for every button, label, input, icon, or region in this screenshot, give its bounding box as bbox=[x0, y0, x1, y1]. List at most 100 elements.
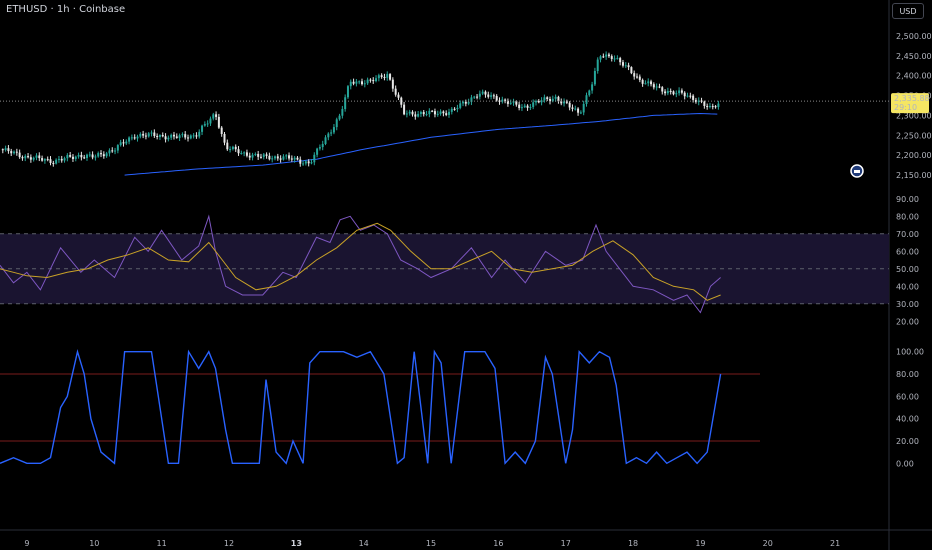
candle-body bbox=[616, 58, 619, 60]
candle-body bbox=[161, 134, 164, 137]
candle-body bbox=[577, 108, 580, 113]
time-axis[interactable]: 9 10 11 12 13 14 15 16 17 18 19 20 21 bbox=[24, 539, 840, 548]
candle-body bbox=[38, 155, 41, 159]
stoch-tick-label: 60.00 bbox=[896, 392, 919, 401]
candle-body bbox=[91, 154, 94, 158]
candle-body bbox=[414, 114, 417, 117]
candle-body bbox=[116, 145, 119, 151]
candle-body bbox=[335, 119, 338, 128]
candle-body bbox=[708, 106, 711, 108]
candle-body bbox=[717, 103, 720, 108]
candle-body bbox=[490, 95, 493, 97]
rsi-ma-line bbox=[0, 222, 721, 301]
candle-body bbox=[380, 75, 383, 77]
candle-body bbox=[344, 97, 347, 110]
candle-body bbox=[627, 65, 630, 68]
candle-body bbox=[147, 133, 150, 137]
candle-body bbox=[621, 62, 624, 66]
candle-body bbox=[181, 134, 184, 136]
candle-body bbox=[711, 106, 714, 108]
candle-body bbox=[419, 112, 422, 114]
candle-body bbox=[158, 134, 161, 137]
candle-body bbox=[554, 96, 557, 99]
candle-body bbox=[100, 153, 103, 155]
candle-body bbox=[697, 100, 700, 103]
candle-body bbox=[478, 93, 481, 97]
stoch-rsi-pane[interactable]: 100.00 80.00 60.00 40.00 20.00 0.00 bbox=[0, 348, 924, 469]
candle-body bbox=[540, 100, 543, 103]
candle-body bbox=[24, 156, 27, 159]
time-tick-label: 18 bbox=[628, 539, 638, 548]
candle-body bbox=[683, 92, 686, 97]
candle-body bbox=[467, 101, 470, 104]
candle-body bbox=[638, 76, 641, 80]
price-tick-label: 2,150.00 bbox=[896, 171, 932, 180]
candle-body bbox=[21, 157, 24, 159]
price-pane[interactable]: 2,500.002,450.002,400.002,350.002,300.00… bbox=[1, 32, 932, 180]
candle-body bbox=[417, 113, 420, 117]
candle-body bbox=[144, 135, 147, 137]
candle-body bbox=[358, 81, 361, 83]
stoch-tick-label: 20.00 bbox=[896, 437, 919, 446]
candle-body bbox=[324, 137, 327, 144]
rsi-tick-label: 90.00 bbox=[896, 195, 919, 204]
candle-body bbox=[403, 104, 406, 115]
candle-body bbox=[46, 159, 49, 161]
time-tick-label: 10 bbox=[89, 539, 99, 548]
candle-body bbox=[585, 95, 588, 104]
price-tick-label: 2,400.00 bbox=[896, 72, 932, 81]
candle-body bbox=[346, 86, 349, 98]
candle-body bbox=[619, 58, 622, 63]
candle-body bbox=[125, 141, 128, 144]
candle-body bbox=[130, 137, 133, 139]
symbol-title[interactable]: ETHUSD · 1h · Coinbase bbox=[6, 4, 126, 15]
candle-body bbox=[666, 90, 669, 94]
candle-body bbox=[35, 155, 38, 158]
candle-body bbox=[498, 100, 501, 102]
rsi-pane[interactable]: 90.00 80.00 70.00 60.00 50.00 40.00 30.00 20.00 bbox=[0, 195, 919, 327]
event-flag-glyph bbox=[854, 170, 860, 173]
candle-body bbox=[349, 81, 352, 87]
candle-body bbox=[557, 96, 560, 102]
candle-body bbox=[447, 111, 450, 115]
candle-body bbox=[7, 148, 10, 152]
countdown-label: 29:10 bbox=[894, 103, 917, 112]
candle-body bbox=[195, 135, 198, 137]
candle-body bbox=[383, 76, 386, 78]
candle-body bbox=[669, 90, 672, 92]
candle-body bbox=[641, 79, 644, 84]
candle-body bbox=[201, 125, 204, 132]
candle-body bbox=[111, 150, 114, 152]
candle-body bbox=[18, 152, 21, 158]
candle-body bbox=[172, 134, 175, 137]
candle-body bbox=[658, 86, 661, 88]
time-tick-label: 19 bbox=[695, 539, 705, 548]
time-tick-label: 17 bbox=[561, 539, 571, 548]
candle-body bbox=[655, 86, 658, 88]
currency-button[interactable]: USD bbox=[892, 3, 924, 19]
candle-body bbox=[139, 133, 142, 137]
candle-body bbox=[43, 159, 46, 161]
candle-body bbox=[220, 127, 223, 134]
candle-body bbox=[425, 114, 428, 116]
rsi-tick-label: 30.00 bbox=[896, 300, 919, 309]
candle-body bbox=[372, 80, 375, 82]
candle-body bbox=[105, 153, 108, 157]
candle-body bbox=[464, 101, 467, 104]
candle-body bbox=[170, 134, 173, 138]
candle-body bbox=[610, 56, 613, 59]
candle-body bbox=[102, 154, 105, 157]
candle-body bbox=[85, 154, 88, 158]
candle-body bbox=[692, 95, 695, 100]
candle-body bbox=[678, 90, 681, 94]
candle-body bbox=[363, 83, 366, 85]
candle-body bbox=[27, 156, 30, 158]
candle-body bbox=[302, 163, 305, 165]
price-tick-label: 2,250.00 bbox=[896, 131, 932, 140]
candle-body bbox=[526, 105, 529, 108]
candle-body bbox=[680, 90, 683, 93]
candle-body bbox=[588, 90, 591, 96]
candle-body bbox=[602, 56, 605, 58]
time-tick-label: 11 bbox=[157, 539, 167, 548]
